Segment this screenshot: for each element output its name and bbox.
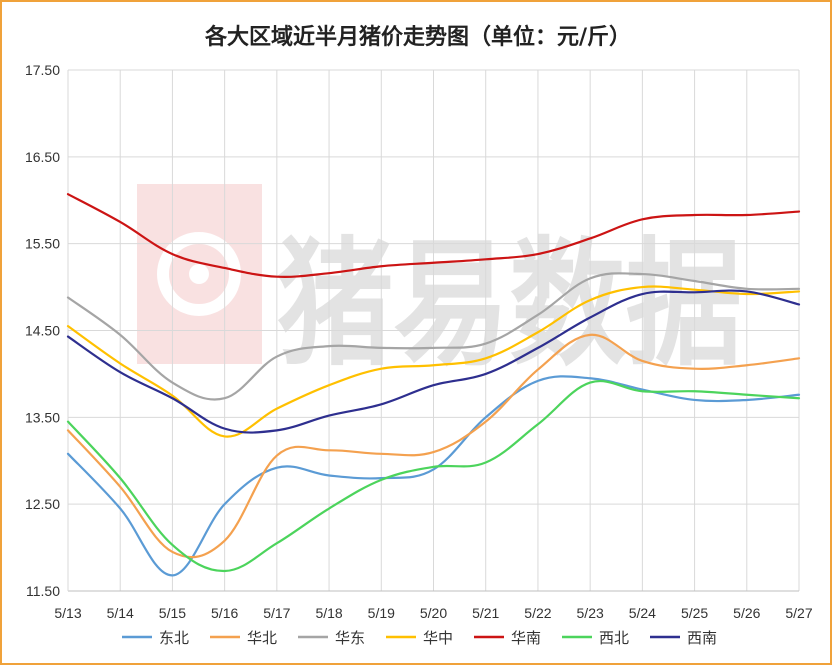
x-tick-label: 5/25 xyxy=(681,605,708,621)
x-tick-label: 5/15 xyxy=(159,605,186,621)
x-tick-label: 5/22 xyxy=(524,605,551,621)
x-tick-label: 5/24 xyxy=(629,605,656,621)
x-tick-label: 5/18 xyxy=(315,605,342,621)
axes: 11.50 12.50 13.50 14.50 15.50 16.50 17.50 5/13 5… xyxy=(25,62,813,621)
watermark: 猪易数据 xyxy=(137,184,742,385)
series-line-西北 xyxy=(66,380,801,573)
x-tick-label: 5/16 xyxy=(211,605,238,621)
y-tick-label: 16.50 xyxy=(25,149,60,165)
legend-label-西南: 西南 xyxy=(687,629,717,647)
series-lines xyxy=(66,193,801,577)
y-tick-label: 13.50 xyxy=(25,409,60,425)
x-tick-label: 5/23 xyxy=(577,605,604,621)
watermark-logo xyxy=(137,184,262,364)
series-line-华东 xyxy=(66,272,801,401)
watermark-logo-dot xyxy=(189,264,209,284)
chart-title: 各大区域近半月猪价走势图（单位：元/斤） xyxy=(204,24,631,50)
series-line-东北 xyxy=(66,375,801,577)
x-tick-label: 5/20 xyxy=(420,605,447,621)
x-tick-label: 5/27 xyxy=(785,605,812,621)
legend-label-东北: 东北 xyxy=(159,629,189,647)
y-tick-label: 12.50 xyxy=(25,496,60,512)
y-tick-label: 14.50 xyxy=(25,323,60,339)
legend-label-华中: 华中 xyxy=(423,629,453,647)
x-tick-label: 5/14 xyxy=(107,605,134,621)
series-line-西南 xyxy=(66,289,801,434)
legend-label-华东: 华东 xyxy=(335,629,365,647)
x-tick-label: 5/21 xyxy=(472,605,499,621)
x-tick-label: 5/13 xyxy=(54,605,81,621)
grid xyxy=(67,69,800,592)
legend-label-华南: 华南 xyxy=(511,629,541,647)
y-tick-label: 15.50 xyxy=(25,236,60,252)
x-tick-label: 5/26 xyxy=(733,605,760,621)
series-line-华北 xyxy=(66,333,801,559)
legend-label-华北: 华北 xyxy=(247,629,277,647)
x-tick-label: 5/17 xyxy=(263,605,290,621)
legend: 东北 华北 华东 华中 华南 西北 西南 xyxy=(122,629,717,647)
series-line-华南 xyxy=(66,193,801,278)
x-tick-label: 5/19 xyxy=(368,605,395,621)
y-tick-label: 17.50 xyxy=(25,62,60,78)
y-tick-label: 11.50 xyxy=(26,583,60,599)
watermark-text: 猪易数据 xyxy=(277,224,742,385)
watermark-logo-ring xyxy=(157,232,241,316)
legend-label-西北: 西北 xyxy=(599,629,629,647)
